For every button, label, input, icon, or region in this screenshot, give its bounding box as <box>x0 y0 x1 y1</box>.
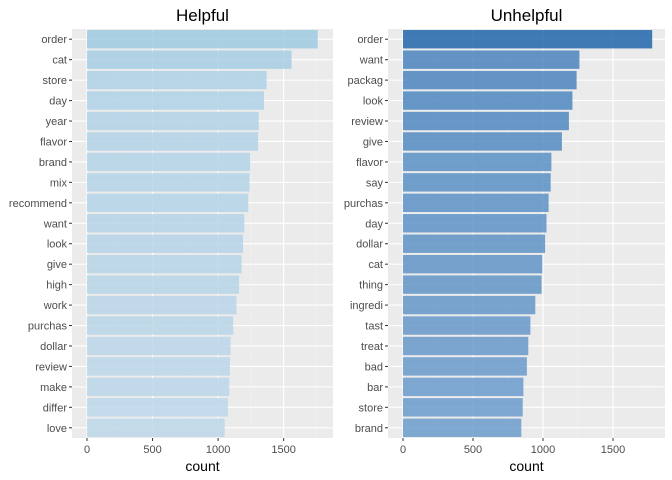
bar-year <box>87 111 259 131</box>
y-tick-label: tast <box>365 321 383 333</box>
y-tick-label: review <box>35 361 67 373</box>
y-tick-label: give <box>363 136 383 148</box>
x-tick-label: 1000 <box>531 444 555 456</box>
y-tick-label: treat <box>361 341 383 353</box>
x-axis-title: count <box>185 458 219 474</box>
bar-differ <box>87 398 228 417</box>
bar-bar <box>403 377 524 397</box>
x-axis-title: count <box>509 458 543 474</box>
plot-background <box>388 29 665 438</box>
bar-day <box>87 91 264 110</box>
bar-store <box>403 398 523 417</box>
x-tick-label: 500 <box>143 444 161 456</box>
y-tick-label: work <box>43 300 68 312</box>
bar-tast <box>403 316 531 335</box>
bar-flavor <box>403 152 552 172</box>
bar-thing <box>403 275 542 294</box>
y-tick-label: flavor <box>356 157 383 169</box>
y-tick-label: ingredi <box>350 300 383 312</box>
bar-treat <box>403 336 529 356</box>
bar-give <box>403 132 562 151</box>
y-tick-label: year <box>46 116 68 128</box>
y-tick-label: want <box>43 218 67 230</box>
y-tick-label: brand <box>39 157 67 169</box>
panel-title: Helpful <box>176 6 229 25</box>
x-tick-label: 0 <box>400 444 406 456</box>
bar-brand <box>403 418 522 437</box>
y-tick-label: thing <box>359 280 383 292</box>
bar-dollar <box>87 336 231 356</box>
bar-want <box>87 214 245 233</box>
y-tick-label: day <box>365 218 383 230</box>
bar-look <box>87 234 244 253</box>
y-tick-label: dollar <box>356 239 383 251</box>
bar-recommend <box>87 193 249 213</box>
y-tick-label: dollar <box>40 341 67 353</box>
y-tick-label: differ <box>43 402 68 414</box>
x-tick-label: 500 <box>464 444 482 456</box>
plot-background <box>72 29 333 438</box>
x-tick-label: 1000 <box>206 444 230 456</box>
y-tick-label: recommend <box>9 198 67 210</box>
y-tick-label: order <box>357 34 383 46</box>
y-tick-label: cat <box>52 55 67 67</box>
y-tick-label: look <box>363 96 384 108</box>
y-tick-label: say <box>366 177 384 189</box>
bar-bad <box>403 357 527 376</box>
bar-look <box>403 91 573 110</box>
bar-cat <box>87 50 292 69</box>
y-tick-label: want <box>359 55 383 67</box>
bar-review <box>87 357 230 376</box>
bar-make <box>87 377 230 397</box>
y-tick-label: flavor <box>40 136 67 148</box>
y-tick-label: bad <box>365 361 383 373</box>
x-tick-label: 1500 <box>601 444 625 456</box>
bar-love <box>87 418 225 437</box>
y-tick-label: purchas <box>344 198 384 210</box>
x-tick-label: 0 <box>84 444 90 456</box>
bar-mix <box>87 173 250 192</box>
y-tick-label: cat <box>368 259 383 271</box>
panel-title: Unhelpful <box>491 6 563 25</box>
y-tick-label: day <box>49 96 67 108</box>
y-tick-label: review <box>351 116 383 128</box>
bar-purchas <box>403 193 549 213</box>
bar-purchas <box>87 316 234 335</box>
y-tick-label: look <box>47 239 68 251</box>
x-tick-label: 1500 <box>271 444 295 456</box>
y-tick-label: bar <box>367 382 383 394</box>
y-tick-label: brand <box>355 423 383 435</box>
bar-want <box>403 50 580 69</box>
bar-cat <box>403 254 543 274</box>
bar-brand <box>87 152 251 172</box>
bar-order <box>87 30 318 49</box>
bar-packag <box>403 70 577 90</box>
bar-work <box>87 295 237 315</box>
y-tick-label: store <box>43 75 67 87</box>
bar-review <box>403 111 569 131</box>
y-tick-label: store <box>359 402 383 414</box>
bar-say <box>403 173 551 192</box>
y-tick-label: make <box>40 382 67 394</box>
y-tick-label: give <box>47 259 67 271</box>
bar-flavor <box>87 132 259 151</box>
bar-ingredi <box>403 295 536 315</box>
bar-store <box>87 70 267 90</box>
y-tick-label: mix <box>50 177 68 189</box>
bar-high <box>87 275 240 294</box>
panel-helpful: order cat store day year flavor brand mix recomm… <box>9 6 333 474</box>
y-tick-label: love <box>47 423 67 435</box>
bar-dollar <box>403 234 546 253</box>
bar-order <box>403 30 653 49</box>
y-tick-label: high <box>46 280 67 292</box>
y-tick-label: packag <box>348 75 383 87</box>
y-tick-label: order <box>41 34 67 46</box>
panel-unhelpful: order want packag look review give flavor say pu… <box>344 6 665 474</box>
y-tick-label: purchas <box>28 321 68 333</box>
bar-day <box>403 214 547 233</box>
bar-give <box>87 254 242 274</box>
